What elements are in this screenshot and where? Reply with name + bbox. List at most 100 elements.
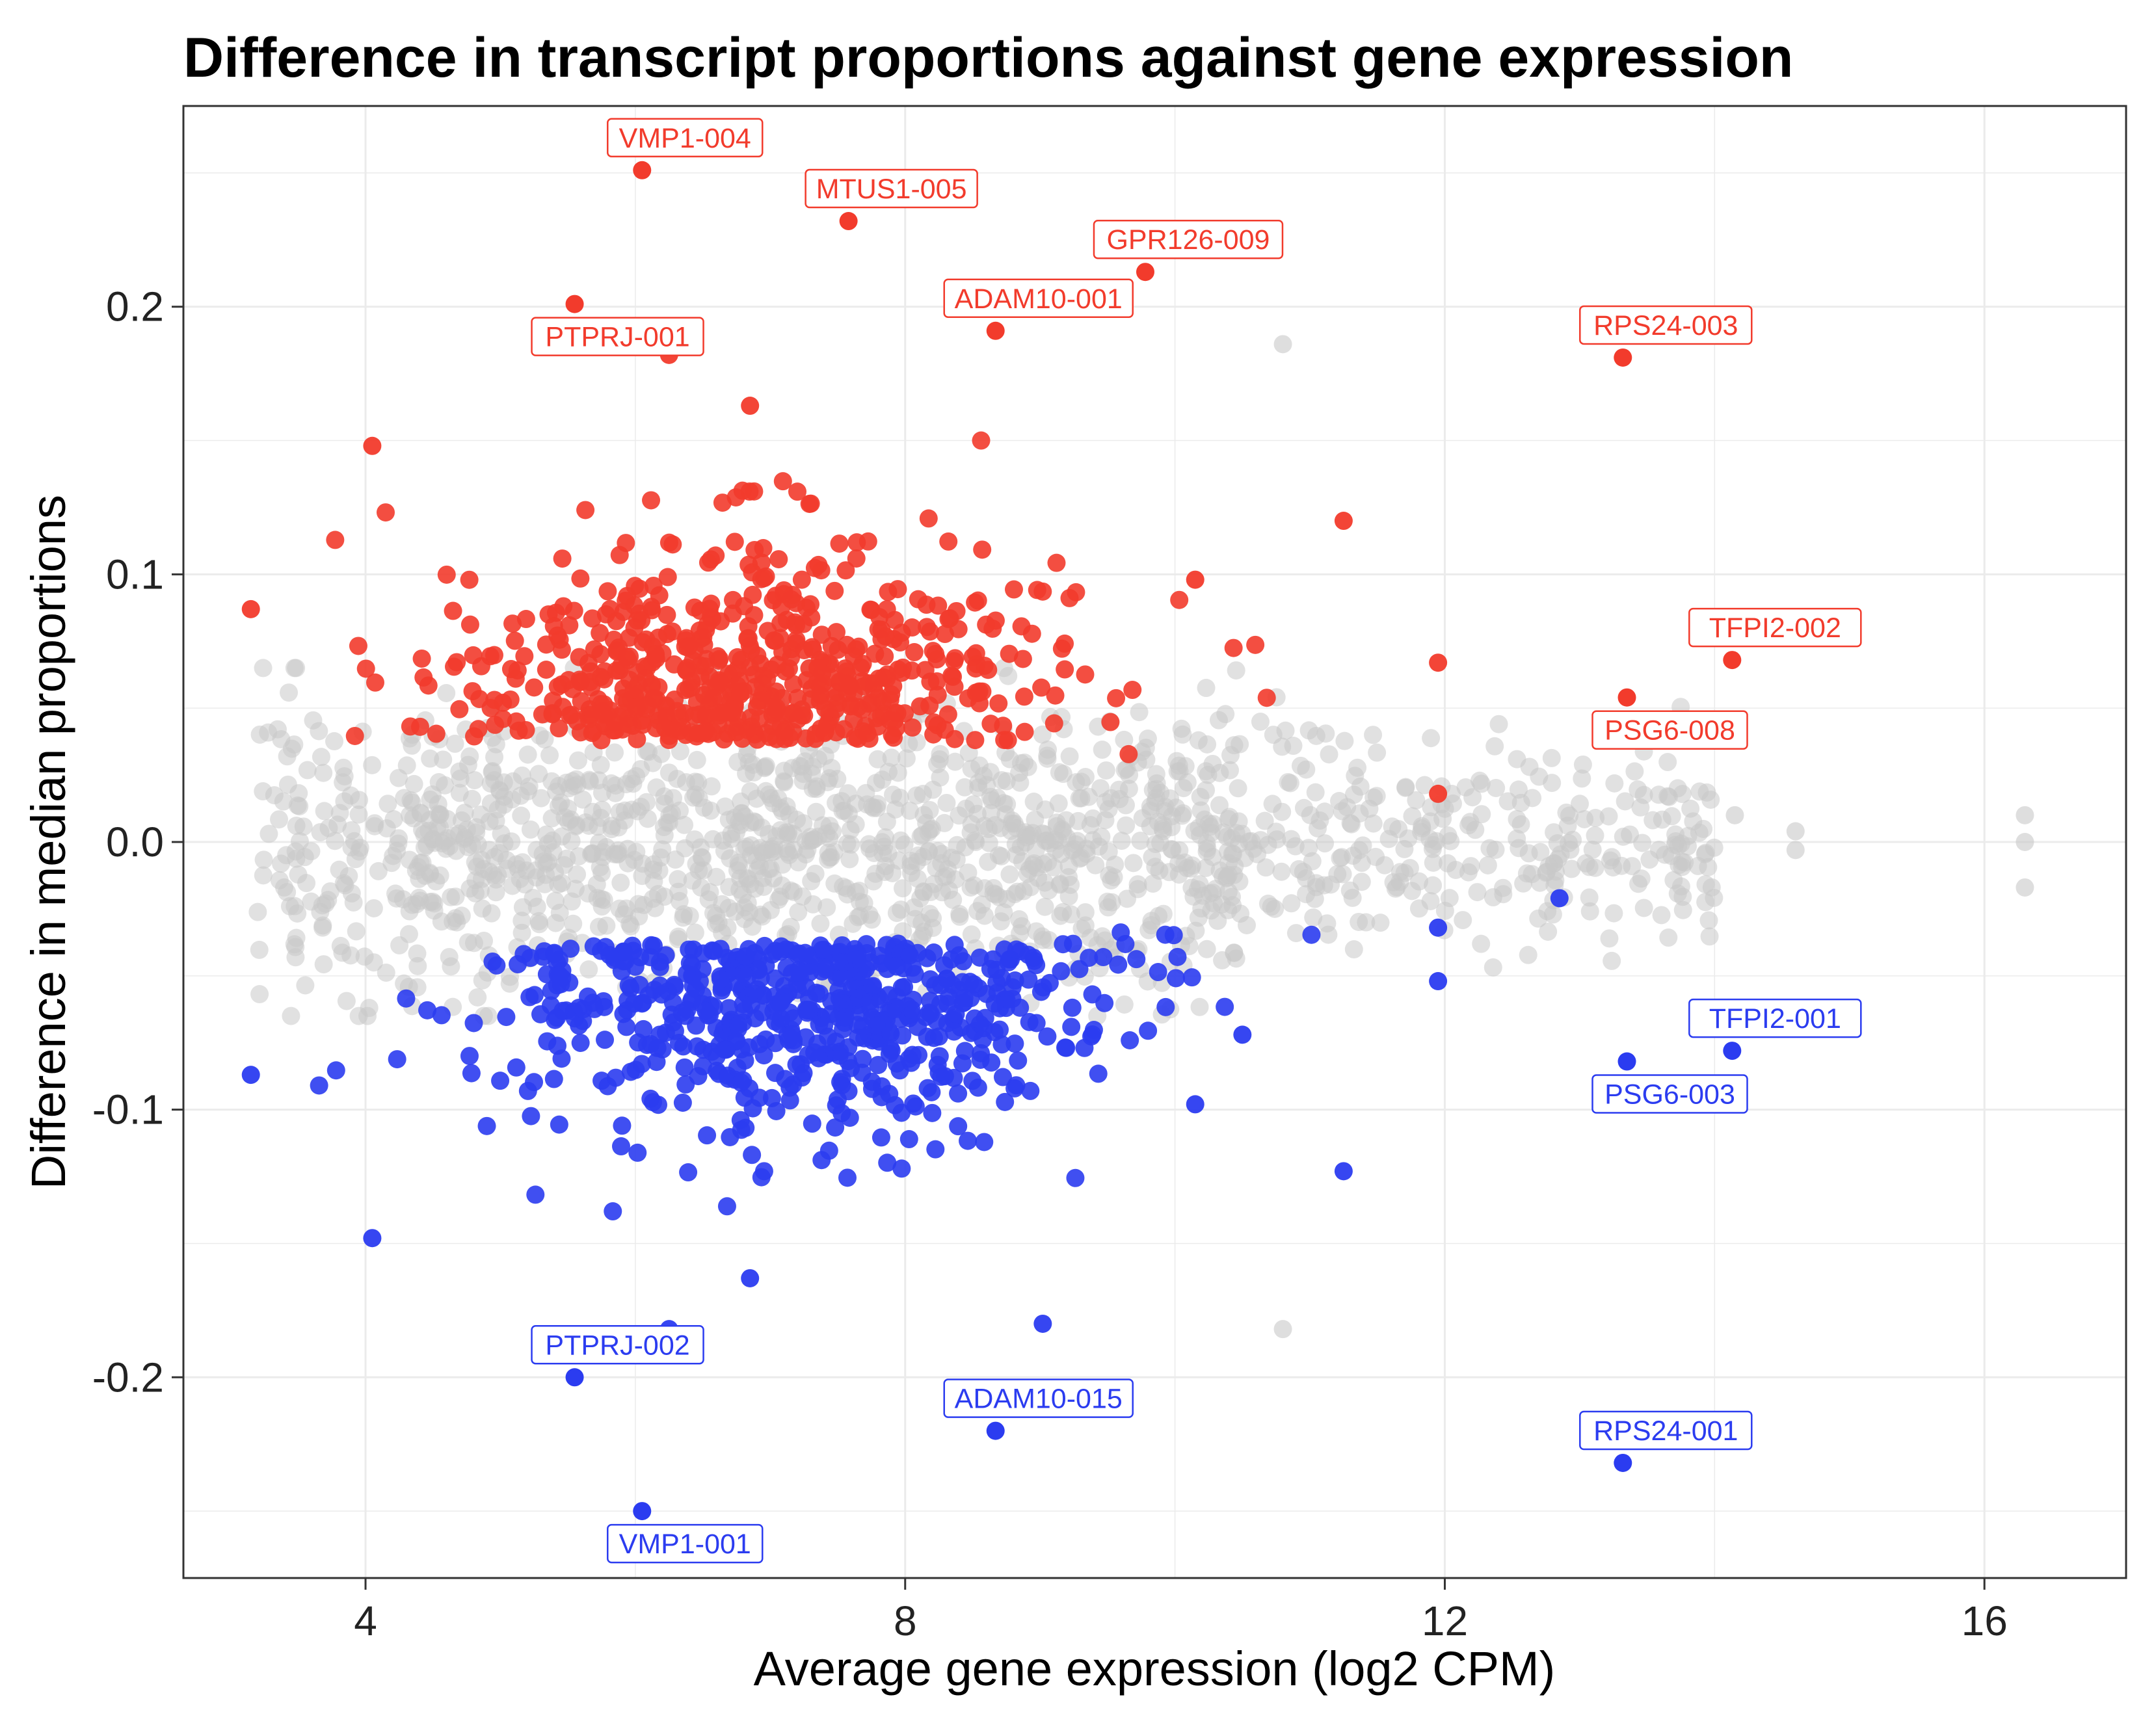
neutral-point bbox=[1386, 879, 1405, 898]
neutral-point bbox=[1076, 903, 1095, 922]
neutral-point bbox=[512, 766, 531, 785]
down-point bbox=[753, 1003, 772, 1022]
up-point bbox=[801, 494, 820, 513]
neutral-point bbox=[286, 948, 305, 967]
neutral-point bbox=[1364, 788, 1383, 807]
neutral-point bbox=[1117, 816, 1136, 835]
neutral-point bbox=[602, 817, 621, 835]
neutral-point bbox=[1364, 814, 1383, 833]
neutral-point bbox=[924, 780, 942, 799]
up-point bbox=[944, 667, 963, 686]
down-point bbox=[634, 1019, 653, 1038]
neutral-point bbox=[1539, 922, 1558, 941]
neutral-point bbox=[1168, 762, 1187, 781]
up-point bbox=[610, 546, 629, 564]
neutral-point bbox=[715, 841, 734, 860]
down-point bbox=[834, 953, 853, 972]
down-point bbox=[895, 978, 914, 997]
neutral-point bbox=[260, 824, 278, 843]
neutral-point bbox=[457, 821, 476, 839]
neutral-point bbox=[979, 834, 998, 852]
callout-box bbox=[1688, 998, 1862, 1038]
neutral-point bbox=[610, 802, 629, 821]
callout-label: ADAM10-015 bbox=[943, 1378, 1134, 1418]
neutral-point bbox=[671, 742, 689, 761]
neutral-point bbox=[775, 773, 793, 792]
up-point bbox=[928, 685, 947, 704]
down-point bbox=[1166, 969, 1185, 988]
down-point bbox=[1139, 1021, 1158, 1040]
neutral-point bbox=[1511, 815, 1530, 834]
neutral-point bbox=[1371, 914, 1390, 932]
down-point bbox=[1062, 1018, 1081, 1036]
down-point bbox=[929, 1063, 948, 1082]
down-point bbox=[975, 1133, 994, 1151]
neutral-point bbox=[363, 756, 382, 774]
neutral-point bbox=[1221, 761, 1240, 780]
up-point bbox=[780, 728, 799, 747]
down-point bbox=[679, 1163, 698, 1182]
neutral-point bbox=[1446, 860, 1465, 879]
y-axis: -0.2 -0.1 0.0 0.1 0.2 bbox=[92, 283, 183, 1401]
callout-text: VMP1-001 bbox=[619, 1529, 751, 1560]
up-point bbox=[649, 677, 668, 696]
callout-text: RPS24-003 bbox=[1593, 310, 1738, 341]
up-point bbox=[580, 672, 599, 691]
down-point bbox=[987, 973, 1006, 992]
neutral-point bbox=[1485, 737, 1504, 756]
neutral-point bbox=[1197, 781, 1216, 800]
down-point bbox=[1094, 948, 1113, 967]
neutral-point bbox=[1600, 929, 1619, 948]
neutral-point bbox=[886, 800, 905, 819]
down-point bbox=[1007, 940, 1026, 959]
up-point bbox=[642, 598, 661, 616]
down-point bbox=[839, 1082, 858, 1101]
callout-text: MTUS1-005 bbox=[816, 174, 967, 205]
down-point bbox=[1066, 1168, 1085, 1187]
neutral-point bbox=[701, 801, 720, 820]
labeled-point bbox=[1136, 263, 1154, 282]
down-point bbox=[460, 1047, 479, 1066]
neutral-point bbox=[979, 819, 998, 838]
down-point bbox=[944, 1022, 963, 1041]
neutral-point bbox=[480, 862, 499, 881]
neutral-point bbox=[326, 832, 345, 850]
neutral-point bbox=[1786, 841, 1805, 860]
down-point bbox=[887, 957, 906, 976]
up-point bbox=[708, 647, 727, 666]
up-point bbox=[731, 685, 750, 704]
neutral-point bbox=[574, 790, 592, 809]
up-point bbox=[732, 650, 751, 669]
neutral-point bbox=[390, 829, 408, 848]
up-point bbox=[847, 549, 866, 568]
neutral-point bbox=[425, 901, 444, 920]
labeled-point bbox=[633, 161, 652, 179]
down-point bbox=[1550, 889, 1569, 908]
neutral-point bbox=[968, 902, 987, 921]
neutral-point bbox=[1009, 910, 1028, 928]
neutral-point bbox=[838, 834, 857, 853]
neutral-point bbox=[1409, 872, 1428, 891]
down-point bbox=[892, 1159, 911, 1178]
neutral-point bbox=[360, 999, 379, 1018]
up-point bbox=[928, 716, 947, 735]
down-point bbox=[615, 943, 633, 962]
neutral-point bbox=[335, 767, 354, 785]
neutral-point bbox=[818, 898, 836, 917]
neutral-point bbox=[486, 883, 505, 902]
down-point bbox=[745, 984, 764, 1003]
neutral-point bbox=[564, 914, 583, 933]
neutral-point bbox=[1063, 841, 1082, 860]
down-point bbox=[918, 949, 937, 967]
down-point bbox=[1334, 1162, 1353, 1181]
down-point bbox=[921, 970, 940, 989]
down-point bbox=[784, 1009, 803, 1028]
neutral-point bbox=[1282, 830, 1301, 848]
neutral-point bbox=[518, 745, 537, 764]
down-point bbox=[1033, 1314, 1052, 1333]
down-point bbox=[762, 1088, 781, 1107]
up-point bbox=[565, 601, 583, 620]
neutral-point bbox=[1368, 743, 1387, 762]
callout-label: RPS24-001 bbox=[1579, 1410, 1753, 1451]
up-point bbox=[1000, 644, 1018, 663]
